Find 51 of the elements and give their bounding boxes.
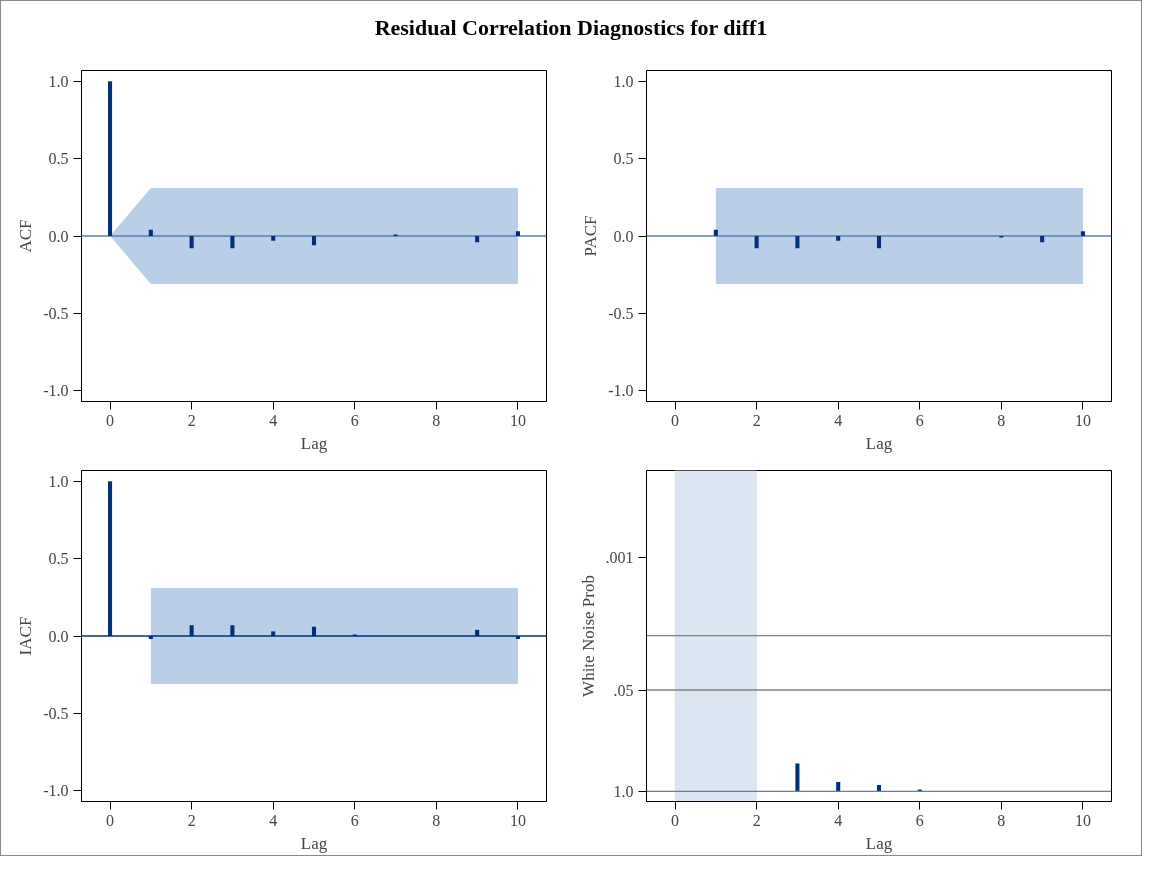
x-axis-title: Lag xyxy=(300,833,328,853)
y-axis-title: IACF xyxy=(16,616,36,656)
y-tick-label: 1.0 xyxy=(613,72,634,90)
x-tick-label: 4 xyxy=(834,411,843,429)
y-tick-label: .001 xyxy=(605,549,634,567)
x-tick-label: 2 xyxy=(187,411,196,429)
x-tick-label: 6 xyxy=(350,811,359,829)
x-tick-label: 8 xyxy=(432,411,441,429)
y-tick-label: -0.5 xyxy=(43,704,69,722)
chart-title: Residual Correlation Diagnostics for diff1 xyxy=(374,14,768,42)
y-tick-label: 1.0 xyxy=(613,782,634,800)
y-tick-label: 0.5 xyxy=(48,150,69,168)
x-axis-title: Lag xyxy=(300,433,328,453)
x-tick-label: 0 xyxy=(106,811,115,829)
y-tick-label: 1.0 xyxy=(48,72,69,90)
y-tick-label: -1.0 xyxy=(43,782,69,800)
x-tick-label: 8 xyxy=(997,811,1006,829)
x-tick-label: 0 xyxy=(671,411,680,429)
y-tick-label: .05 xyxy=(613,681,634,699)
x-tick-label: 6 xyxy=(915,411,924,429)
x-tick-label: 10 xyxy=(1074,411,1091,429)
y-axis-title: PACF xyxy=(581,215,601,257)
y-axis-title: ACF xyxy=(16,219,36,253)
x-tick-label: 0 xyxy=(106,411,115,429)
y-tick-label: -0.5 xyxy=(608,304,634,322)
y-tick-label: 0.5 xyxy=(48,550,69,568)
x-tick-label: 0 xyxy=(671,811,680,829)
x-tick-label: 6 xyxy=(350,411,359,429)
x-tick-label: 8 xyxy=(432,811,441,829)
x-axis-title: Lag xyxy=(865,833,893,853)
y-tick-label: 0.5 xyxy=(613,150,634,168)
y-tick-label: 1.0 xyxy=(48,472,69,490)
y-tick-label: -1.0 xyxy=(43,382,69,400)
x-tick-label: 10 xyxy=(509,411,526,429)
y-tick-label: 0.0 xyxy=(613,227,634,245)
x-tick-label: 2 xyxy=(752,811,761,829)
y-tick-label: 0.0 xyxy=(48,227,69,245)
y-axis-title: White Noise Prob xyxy=(578,575,598,697)
x-tick-label: 2 xyxy=(187,811,196,829)
x-tick-label: 8 xyxy=(997,411,1006,429)
x-tick-label: 4 xyxy=(834,811,843,829)
y-tick-label: -1.0 xyxy=(608,382,634,400)
x-tick-label: 2 xyxy=(752,411,761,429)
y-tick-label: -0.5 xyxy=(43,304,69,322)
x-tick-label: 4 xyxy=(269,411,278,429)
x-tick-label: 4 xyxy=(269,811,278,829)
x-tick-label: 6 xyxy=(915,811,924,829)
x-tick-label: 10 xyxy=(1074,811,1091,829)
y-tick-label: 0.0 xyxy=(48,627,69,645)
x-tick-label: 10 xyxy=(509,811,526,829)
x-axis-title: Lag xyxy=(865,433,893,453)
